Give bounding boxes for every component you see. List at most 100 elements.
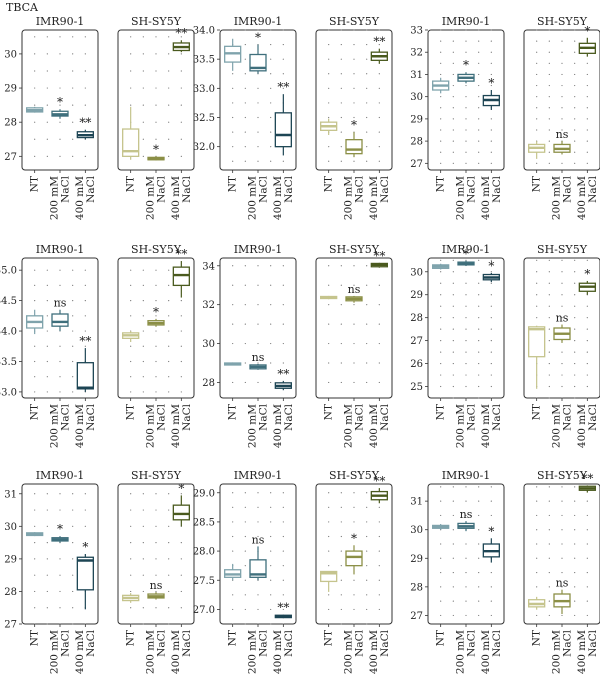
x-tick-label: 200 mM xyxy=(551,404,563,448)
y-tick-label: 28.5 xyxy=(193,517,215,528)
box-200-mm-nacl: ns xyxy=(249,351,267,370)
x-tick-label: NaCl xyxy=(354,629,366,656)
x-tick-label: 400 mM xyxy=(170,630,182,674)
panel-imr90-1: IMR90-1***NT 200 mM NaCl 400 mM NaCl xyxy=(21,15,99,220)
x-tick-label: NaCl xyxy=(587,175,599,202)
box-200-mm-nacl: * xyxy=(51,95,69,119)
x-tick-label: 400 mM xyxy=(576,404,588,448)
grid-dots xyxy=(328,265,380,384)
significance-label: ** xyxy=(277,80,289,94)
x-tick-label: 200 mM xyxy=(455,404,467,448)
x-tick-label: 400 mM xyxy=(480,630,492,674)
y-tick-label: 34 xyxy=(202,261,215,272)
panel-title: IMR90-1 xyxy=(36,469,85,482)
y-tick-label: 34.5 xyxy=(0,296,17,307)
x-tick-label: 200 mM xyxy=(247,176,259,220)
panel-title: SH-SY5Y xyxy=(329,243,380,256)
panel-imr90-1: IMR90-1ns**NT 200 mM NaCl 400 mM NaCl xyxy=(21,243,99,448)
panel-imr90-1: IMR90-1**NT 200 mM NaCl 400 mM NaCl xyxy=(427,243,505,448)
panel-title: SH-SY5Y xyxy=(537,469,588,482)
x-tick-label: NaCl xyxy=(587,403,599,430)
x-tick-label: NaCl xyxy=(491,403,503,430)
y-tick-label: 31 xyxy=(410,70,423,81)
significance-label: ns xyxy=(54,297,67,310)
x-tick-label: NaCl xyxy=(283,175,295,202)
panel-title: SH-SY5Y xyxy=(329,15,380,28)
box-nt xyxy=(320,118,338,135)
x-tick-label: NT xyxy=(323,176,335,192)
box-400-mm-nacl: * xyxy=(482,524,500,563)
significance-label: * xyxy=(57,522,63,536)
y-tick-label: 29 xyxy=(410,554,423,565)
box-200-mm-nacl: * xyxy=(147,305,165,327)
y-tick-label: 32.5 xyxy=(193,113,215,124)
box-nt xyxy=(224,38,242,71)
panel-imr90-1: IMR90-1***NT 200 mM NaCl 400 mM NaCl xyxy=(219,15,297,220)
panel-frame xyxy=(21,483,99,625)
significance-label: * xyxy=(153,305,159,319)
box-400-mm-nacl: ** xyxy=(172,26,190,53)
panel-title: IMR90-1 xyxy=(442,469,491,482)
box-400-mm-nacl: * xyxy=(172,481,190,527)
x-tick-label: NT xyxy=(435,630,447,646)
box-nt xyxy=(224,563,242,581)
x-tick-label: 400 mM xyxy=(480,404,492,448)
panel-title: IMR90-1 xyxy=(442,243,491,256)
x-tick-label: NaCl xyxy=(85,175,97,202)
x-tick-label: 200 mM xyxy=(343,630,355,674)
panel-sh-sy5y: SH-SY5Y***NT 200 mM NaCl 400 mM NaCl xyxy=(315,469,393,674)
x-tick-label: NaCl xyxy=(258,403,270,430)
box-400-mm-nacl: * xyxy=(578,24,596,57)
significance-label: * xyxy=(463,58,469,72)
y-tick-label: 32 xyxy=(410,48,423,59)
box-200-mm-nacl: ns xyxy=(553,312,571,343)
box-iqr xyxy=(320,570,338,583)
panel-imr90-1: IMR90-1ns**NT 200 mM NaCl 400 mM NaCl xyxy=(219,469,297,674)
y-tick-label: 32 xyxy=(202,300,215,311)
significance-label: * xyxy=(178,481,184,495)
x-tick-label: 200 mM xyxy=(455,630,467,674)
x-tick-label: NT xyxy=(435,404,447,420)
x-tick-label: NaCl xyxy=(562,403,574,430)
x-tick-label: 400 mM xyxy=(272,630,284,674)
x-tick-label: 400 mM xyxy=(368,630,380,674)
box-400-mm-nacl: ** xyxy=(76,334,94,392)
x-tick-label: NaCl xyxy=(181,175,193,202)
grid-dots xyxy=(130,269,182,393)
box-nt xyxy=(26,532,44,537)
box-nt xyxy=(122,331,140,342)
x-tick-label: NaCl xyxy=(562,629,574,656)
x-tick-label: 400 mM xyxy=(272,176,284,220)
panel-imr90-1: IMR90-1ns**NT 200 mM NaCl 400 mM NaCl xyxy=(219,243,297,448)
y-tick-label: 33 xyxy=(410,26,423,37)
significance-label: ** xyxy=(175,247,187,261)
x-tick-label: 400 mM xyxy=(170,404,182,448)
x-tick-label: NaCl xyxy=(85,629,97,656)
panel-title: SH-SY5Y xyxy=(537,243,588,256)
x-tick-label: NaCl xyxy=(156,403,168,430)
box-200-mm-nacl: ns xyxy=(457,508,475,532)
significance-label: * xyxy=(488,76,494,90)
significance-label: * xyxy=(351,531,357,545)
y-tick-label: 29.0 xyxy=(193,488,215,499)
y-tick-label: 27 xyxy=(4,152,17,163)
box-iqr xyxy=(172,504,190,521)
box-400-mm-nacl: ** xyxy=(578,471,596,493)
x-tick-label: NaCl xyxy=(354,175,366,202)
x-tick-label: NaCl xyxy=(354,403,366,430)
x-tick-label: 200 mM xyxy=(145,176,157,220)
y-tick-label: 28 xyxy=(410,582,423,593)
box-200-mm-nacl: ns xyxy=(553,128,571,155)
panel-imr90-1: IMR90-1ns*NT 200 mM NaCl 400 mM NaCl xyxy=(427,469,505,674)
box-nt xyxy=(122,593,140,603)
y-tick-label: 29 xyxy=(410,114,423,125)
y-tick-label: 27 xyxy=(410,611,423,622)
x-tick-label: 400 mM xyxy=(74,630,86,674)
x-tick-label: 400 mM xyxy=(74,176,86,220)
box-200-mm-nacl: * xyxy=(249,31,267,74)
box-400-mm-nacl: * xyxy=(76,540,94,610)
